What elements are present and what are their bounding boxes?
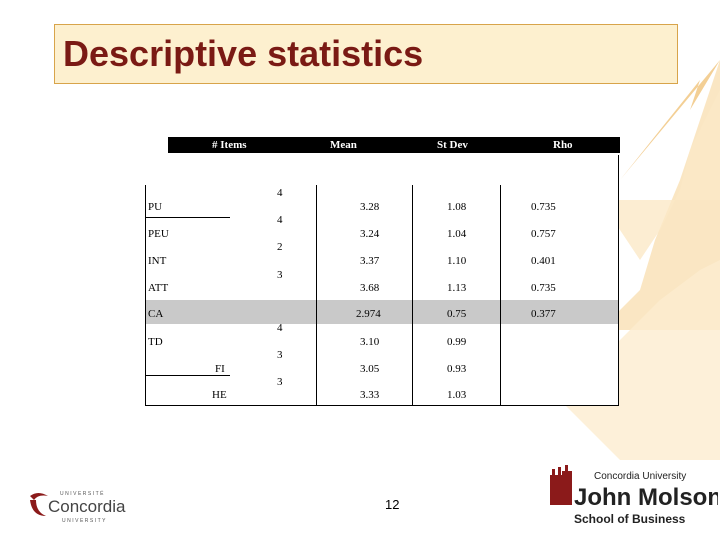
header-stdev: St Dev — [437, 139, 468, 151]
int-items: 2 — [277, 241, 283, 253]
pu-mean: 3.28 — [360, 201, 380, 213]
jmsb-logo-line1: Concordia University — [594, 471, 686, 482]
ca-mean: 2.974 — [356, 308, 381, 320]
concordia-logo-top: UNIVERSITÉ — [60, 490, 105, 497]
ca-rho: 0.377 — [531, 308, 556, 320]
concordia-logo: UNIVERSITÉ Concordia UNIVERSITY — [30, 490, 126, 524]
title-box: Descriptive statistics — [54, 24, 678, 84]
fi-items: 3 — [277, 349, 283, 361]
slide-title: Descriptive statistics — [63, 33, 424, 74]
fi-stdev: 0.93 — [447, 363, 467, 375]
int-rho: 0.401 — [531, 255, 556, 267]
att-mean: 3.68 — [360, 282, 380, 294]
pu-label: PU — [148, 201, 163, 213]
header-items: # Items — [212, 139, 247, 151]
att-stdev: 1.13 — [447, 282, 467, 294]
ca-label: CA — [148, 308, 164, 320]
int-stdev: 1.10 — [447, 255, 467, 267]
page-number: 12 — [385, 497, 400, 512]
td-mean: 3.10 — [360, 336, 380, 348]
peu-rho: 0.757 — [531, 228, 556, 240]
concordia-logo-name: Concordia — [48, 497, 126, 516]
row-divider — [145, 375, 230, 376]
ca-stdev: 0.75 — [447, 308, 467, 320]
header-mean: Mean — [330, 139, 357, 151]
peu-label: PEU — [148, 228, 169, 240]
peu-stdev: 1.04 — [447, 228, 467, 240]
pu-stdev: 1.08 — [447, 201, 467, 213]
att-rho: 0.735 — [531, 282, 556, 294]
peu-items: 4 — [277, 214, 283, 226]
td-items: 4 — [277, 322, 283, 334]
he-mean: 3.33 — [360, 389, 380, 401]
pu-items: 4 — [277, 187, 283, 199]
he-label: HE — [212, 389, 227, 401]
table-header-bar — [168, 137, 620, 153]
stats-table — [145, 155, 619, 406]
ca-row-highlight — [145, 300, 618, 324]
att-items: 3 — [277, 269, 283, 281]
att-label: ATT — [148, 282, 169, 294]
int-mean: 3.37 — [360, 255, 380, 267]
header-rho: Rho — [553, 139, 573, 151]
jmsb-logo: Concordia University John Molson School … — [550, 465, 718, 526]
concordia-logo-bottom: UNIVERSITY — [62, 518, 107, 524]
jmsb-logo-line3: School of Business — [574, 512, 686, 526]
column-divider — [412, 185, 413, 405]
td-stdev: 0.99 — [447, 336, 467, 348]
column-divider — [500, 185, 501, 405]
fi-mean: 3.05 — [360, 363, 380, 375]
he-stdev: 1.03 — [447, 389, 467, 401]
pu-rho: 0.735 — [531, 201, 556, 213]
he-items: 3 — [277, 376, 283, 388]
peu-mean: 3.24 — [360, 228, 380, 240]
jmsb-logo-line2: John Molson — [574, 484, 718, 511]
row-divider — [145, 217, 230, 218]
column-divider — [316, 185, 317, 405]
table-left-border — [145, 185, 146, 405]
fi-label: FI — [215, 363, 225, 375]
td-label: TD — [148, 336, 163, 348]
int-label: INT — [148, 255, 167, 267]
